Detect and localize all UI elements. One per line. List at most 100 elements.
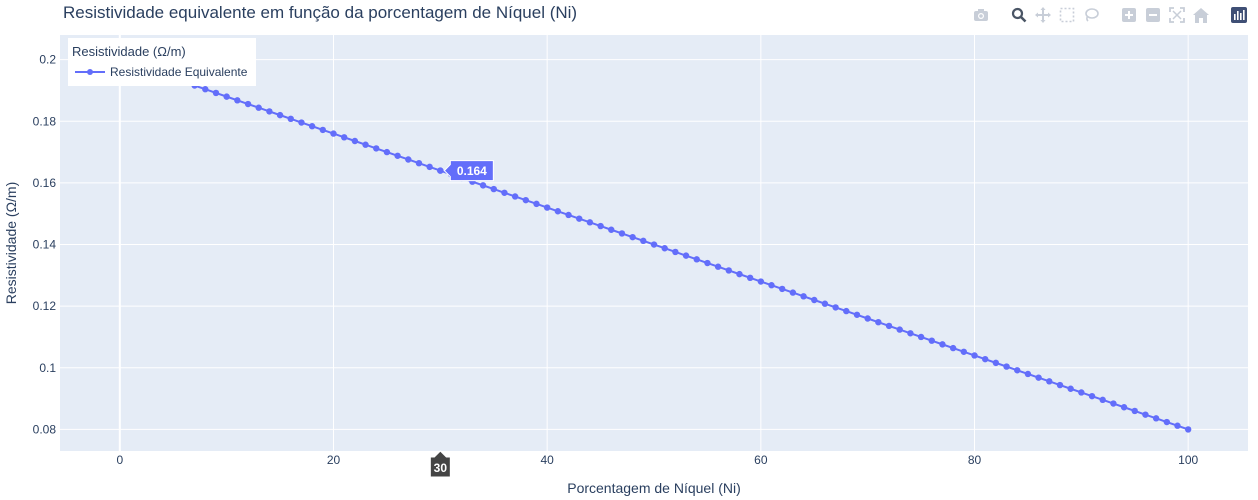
autoscale-icon[interactable]	[1166, 4, 1188, 26]
data-point[interactable]	[351, 137, 359, 145]
data-point[interactable]	[340, 134, 348, 141]
data-point[interactable]	[853, 311, 861, 318]
data-point[interactable]	[629, 233, 636, 241]
reset-axes-icon[interactable]	[1190, 4, 1212, 26]
data-point[interactable]	[479, 182, 487, 189]
data-point[interactable]	[971, 352, 978, 359]
data-point[interactable]	[490, 185, 497, 193]
data-point[interactable]	[736, 270, 743, 278]
data-point[interactable]	[885, 322, 893, 330]
data-point[interactable]	[554, 208, 562, 215]
data-point[interactable]	[576, 215, 583, 222]
data-point[interactable]	[597, 222, 604, 230]
data-point[interactable]	[1120, 404, 1128, 411]
data-point[interactable]	[672, 248, 679, 256]
data-point[interactable]	[543, 204, 551, 211]
data-point[interactable]	[693, 256, 700, 263]
data-point[interactable]	[308, 123, 316, 130]
camera-icon[interactable]	[970, 4, 992, 26]
data-point[interactable]	[1035, 374, 1042, 381]
data-point[interactable]	[832, 304, 839, 311]
data-point[interactable]	[821, 300, 829, 307]
plotly-logo-icon[interactable]	[1228, 4, 1250, 26]
data-point[interactable]	[1056, 381, 1064, 389]
data-point[interactable]	[1088, 392, 1096, 400]
data-point[interactable]	[501, 189, 508, 196]
data-point[interactable]	[255, 104, 262, 111]
data-point[interactable]	[725, 267, 732, 274]
data-point[interactable]	[565, 211, 572, 219]
data-point[interactable]	[1174, 422, 1181, 429]
data-point[interactable]	[917, 333, 925, 341]
data-point[interactable]	[1184, 426, 1192, 433]
data-point[interactable]	[1078, 389, 1085, 396]
data-point[interactable]	[875, 318, 882, 326]
data-point[interactable]	[1099, 396, 1106, 404]
legend-item-label[interactable]: Resistividade Equivalente	[110, 65, 248, 79]
data-point[interactable]	[383, 148, 391, 156]
data-point[interactable]	[896, 326, 903, 333]
data-point[interactable]	[298, 119, 305, 126]
data-point[interactable]	[394, 152, 401, 159]
data-point[interactable]	[789, 289, 797, 296]
data-point[interactable]	[608, 226, 615, 233]
data-point[interactable]	[426, 163, 433, 171]
data-point[interactable]	[415, 159, 423, 167]
pan-icon[interactable]	[1032, 4, 1054, 26]
data-point[interactable]	[276, 111, 284, 119]
data-point[interactable]	[522, 196, 529, 204]
data-point[interactable]	[1014, 367, 1021, 374]
data-point[interactable]	[1067, 385, 1074, 392]
data-point[interactable]	[811, 296, 818, 304]
data-point[interactable]	[640, 237, 647, 245]
data-point[interactable]	[533, 200, 540, 208]
data-point[interactable]	[746, 274, 754, 282]
data-point[interactable]	[928, 337, 935, 344]
data-point[interactable]	[1046, 378, 1053, 385]
data-point[interactable]	[373, 145, 380, 152]
data-point[interactable]	[650, 241, 658, 248]
data-point[interactable]	[864, 315, 871, 322]
data-point[interactable]	[843, 307, 850, 315]
data-point[interactable]	[757, 278, 765, 285]
data-point[interactable]	[1024, 370, 1032, 378]
data-point[interactable]	[212, 89, 220, 97]
data-point[interactable]	[202, 86, 209, 93]
data-point[interactable]	[661, 245, 668, 252]
data-point[interactable]	[319, 126, 327, 134]
data-point[interactable]	[800, 293, 807, 300]
data-point[interactable]	[981, 355, 989, 363]
data-point[interactable]	[1163, 418, 1171, 426]
data-point[interactable]	[223, 93, 230, 100]
legend[interactable]: Resistividade (Ω/m) Resistividade Equiva…	[68, 38, 256, 86]
data-point[interactable]	[330, 130, 337, 137]
data-point[interactable]	[618, 230, 626, 237]
data-point[interactable]	[405, 156, 412, 163]
data-point[interactable]	[287, 115, 294, 123]
data-point[interactable]	[682, 252, 690, 259]
data-point[interactable]	[714, 263, 722, 270]
data-point[interactable]	[1152, 415, 1160, 422]
zoom-in-icon[interactable]	[1118, 4, 1140, 26]
data-point[interactable]	[907, 330, 914, 337]
data-point[interactable]	[244, 100, 252, 108]
data-point[interactable]	[768, 282, 775, 289]
zoom-out-icon[interactable]	[1142, 4, 1164, 26]
data-point[interactable]	[1131, 407, 1138, 415]
data-point[interactable]	[1142, 411, 1149, 418]
data-point[interactable]	[949, 344, 957, 352]
data-point[interactable]	[1110, 400, 1117, 407]
data-point[interactable]	[586, 219, 594, 226]
data-point[interactable]	[266, 108, 273, 115]
data-point[interactable]	[704, 259, 711, 267]
data-point[interactable]	[992, 359, 1000, 367]
data-point[interactable]	[1003, 363, 1010, 370]
data-point[interactable]	[960, 348, 968, 355]
data-point[interactable]	[939, 341, 946, 348]
data-point[interactable]	[362, 141, 369, 148]
data-point[interactable]	[234, 97, 241, 104]
zoom-icon[interactable]	[1008, 4, 1030, 26]
lasso-icon[interactable]	[1080, 4, 1102, 26]
data-point[interactable]	[779, 285, 786, 293]
